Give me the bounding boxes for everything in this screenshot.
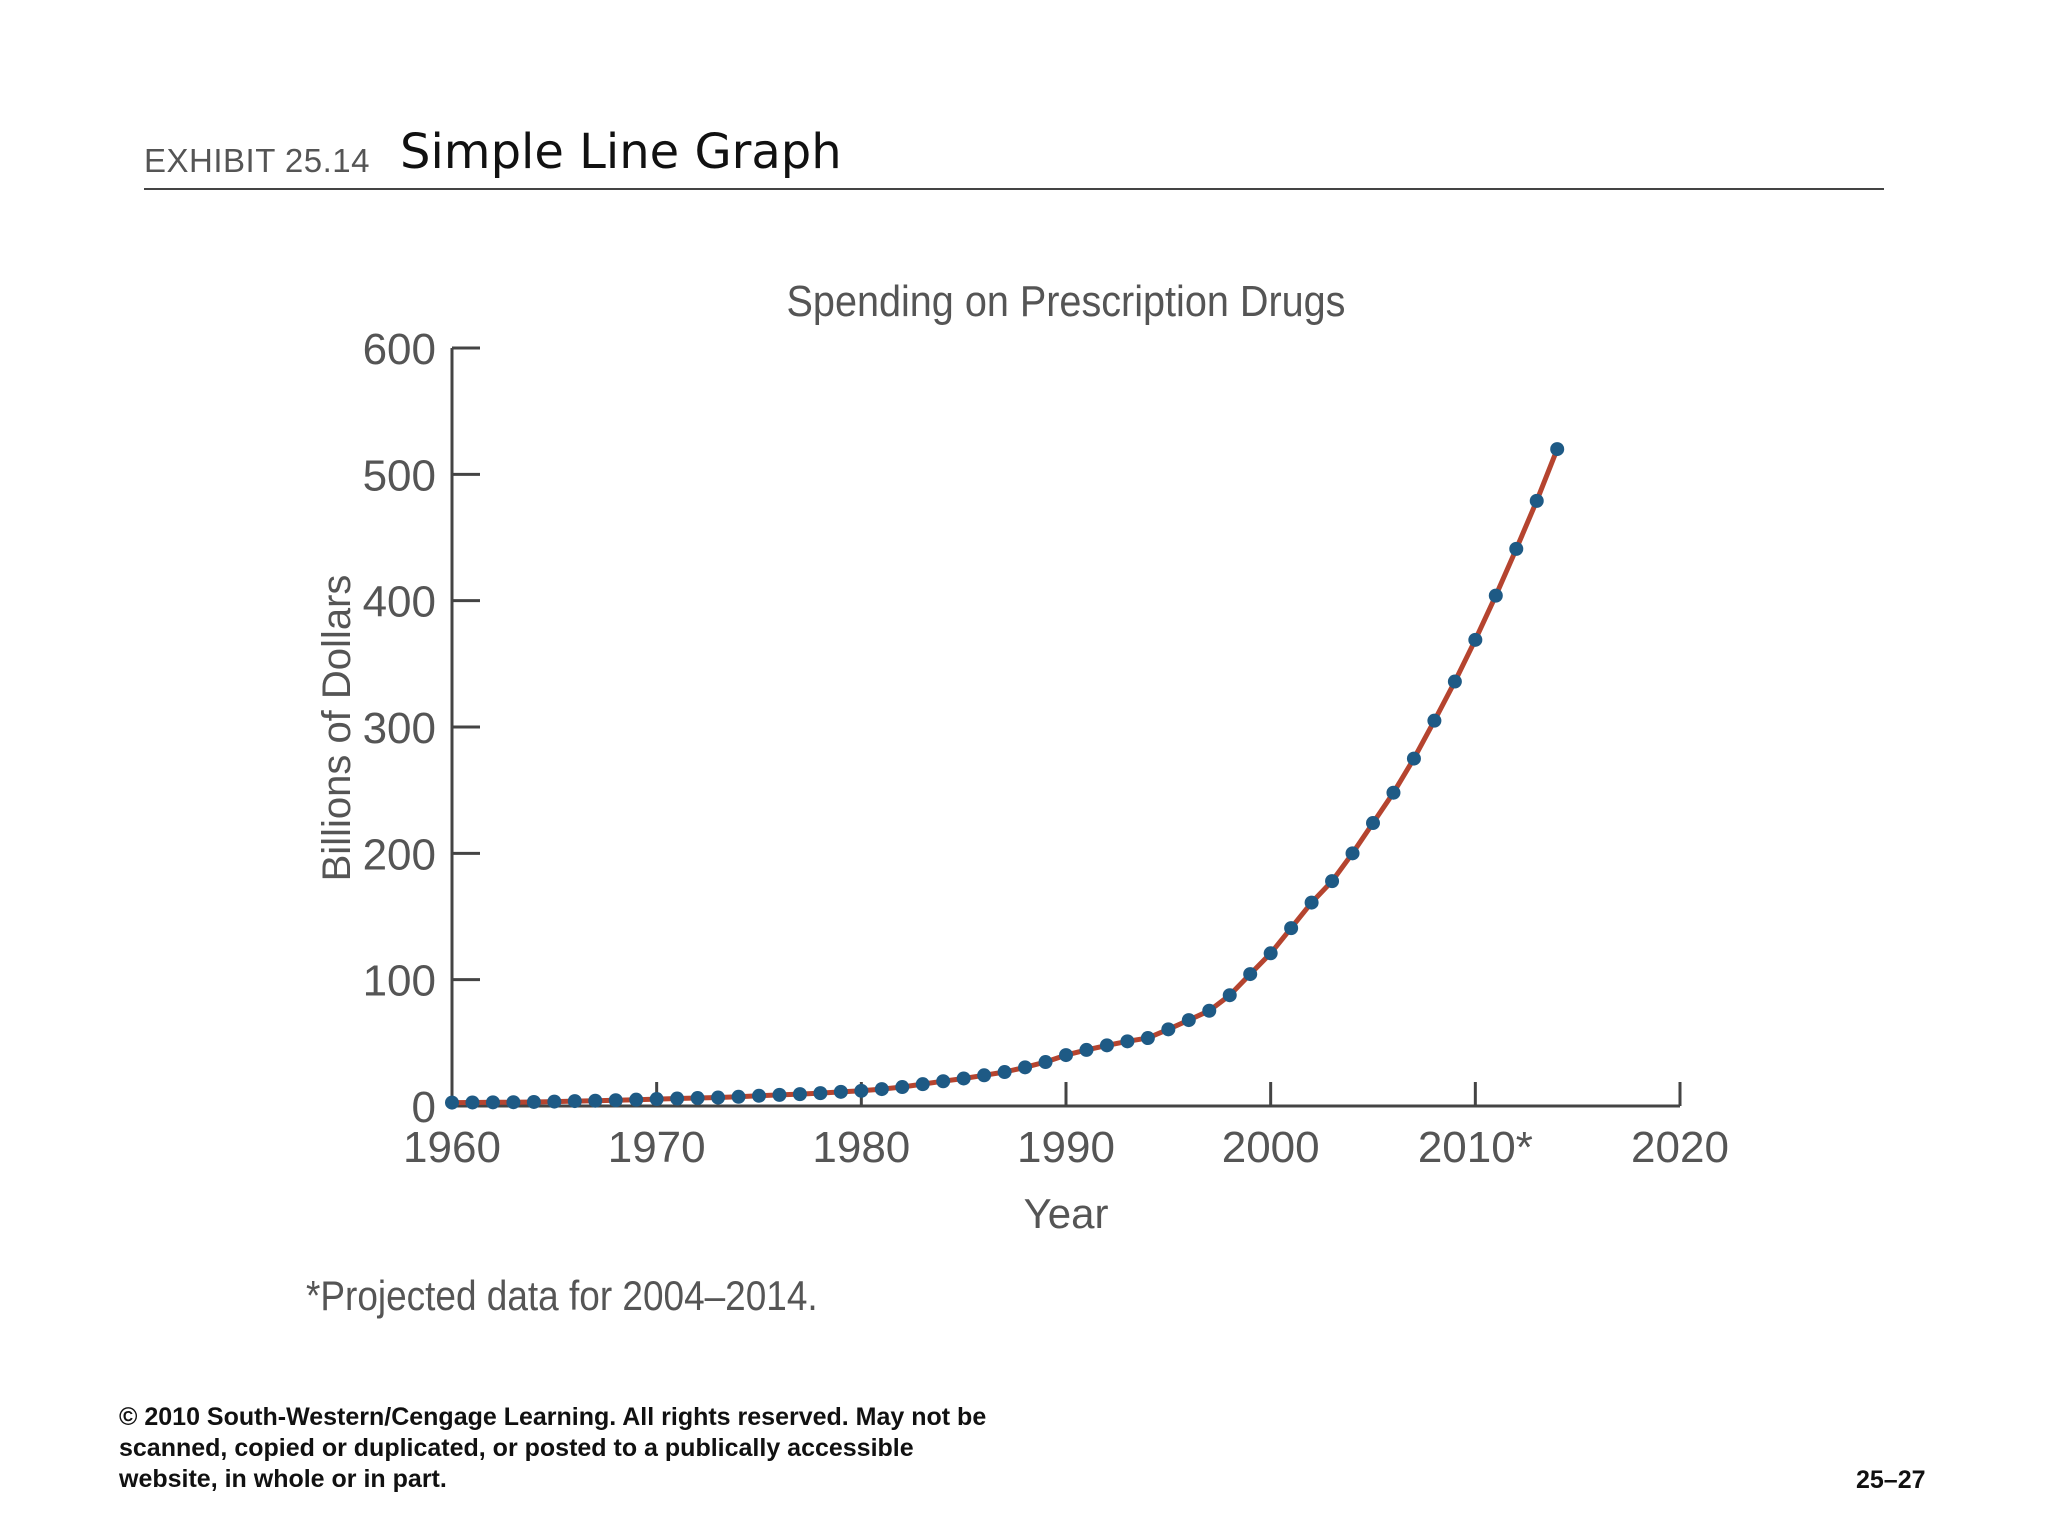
- data-point: [485, 1095, 500, 1110]
- header-rule: [144, 188, 1884, 190]
- data-point: [977, 1068, 992, 1083]
- data-point: [526, 1094, 541, 1109]
- data-point: [1550, 442, 1565, 457]
- data-point: [465, 1095, 480, 1110]
- x-tick-label: 1980: [812, 1123, 910, 1172]
- data-point: [1488, 588, 1503, 603]
- copyright-line: scanned, copied or duplicated, or posted…: [119, 1434, 914, 1462]
- data-point: [1140, 1031, 1155, 1046]
- data-point: [608, 1093, 623, 1108]
- data-point: [895, 1080, 910, 1095]
- data-point: [1447, 674, 1462, 689]
- x-tick-label: 2000: [1222, 1123, 1320, 1172]
- chart-footnote: *Projected data for 2004–2014.: [306, 1272, 818, 1319]
- y-axis-label: Billions of Dollars: [315, 575, 359, 882]
- data-point: [1181, 1013, 1196, 1028]
- x-tick-label: 1960: [403, 1123, 501, 1172]
- chart-series: [445, 442, 1565, 1110]
- data-point: [1263, 946, 1278, 961]
- exhibit-title: Simple Line Graph: [400, 124, 842, 180]
- data-point: [1018, 1060, 1033, 1075]
- data-point: [1222, 988, 1237, 1003]
- data-point: [772, 1087, 787, 1102]
- data-point: [1427, 713, 1442, 728]
- data-point: [547, 1094, 562, 1109]
- copyright-line: © 2010 South-Western/Cengage Learning. A…: [119, 1403, 987, 1431]
- data-point: [833, 1084, 848, 1099]
- data-point: [1386, 785, 1401, 800]
- exhibit-header: EXHIBIT 25.14 Simple Line Graph: [144, 118, 1884, 188]
- data-point: [1304, 895, 1319, 910]
- y-tick-label: 0: [412, 1083, 436, 1132]
- copyright-notice: © 2010 South-Western/Cengage Learning. A…: [119, 1402, 1119, 1495]
- exhibit-label: EXHIBIT 25.14: [144, 142, 371, 179]
- copyright-line: website, in whole or in part.: [119, 1465, 447, 1493]
- chart-axes: [450, 348, 1680, 1108]
- x-tick-label: 2010*: [1418, 1123, 1533, 1172]
- data-point: [629, 1092, 644, 1107]
- data-point: [792, 1087, 807, 1102]
- data-point: [567, 1094, 582, 1109]
- data-point: [1509, 541, 1524, 556]
- series-line: [451, 448, 1560, 1106]
- data-point: [690, 1091, 705, 1106]
- data-point: [1120, 1034, 1135, 1049]
- data-point: [997, 1065, 1012, 1080]
- data-point: [1099, 1038, 1114, 1053]
- y-tick-label: 400: [363, 578, 436, 627]
- data-point: [1059, 1048, 1073, 1063]
- data-point: [874, 1082, 889, 1097]
- chart-title: Spending on Prescription Drugs: [787, 276, 1346, 325]
- data-point: [1468, 632, 1483, 647]
- y-tick-label: 500: [363, 451, 436, 500]
- data-point: [506, 1095, 521, 1110]
- x-tick-label: 1970: [608, 1123, 706, 1172]
- data-point: [1161, 1022, 1176, 1037]
- data-point: [1325, 874, 1340, 889]
- data-point: [752, 1088, 766, 1103]
- data-point: [588, 1093, 603, 1108]
- data-point: [731, 1089, 746, 1104]
- chart-ticks: 0 100 200 300 400 500 600 1960 1970 1980 1990 2000 2…: [363, 325, 1729, 1172]
- data-point: [1243, 967, 1258, 982]
- data-point: [1406, 751, 1421, 766]
- data-point: [1079, 1042, 1094, 1057]
- x-tick-label: 2020: [1631, 1123, 1729, 1172]
- data-point: [813, 1086, 828, 1101]
- data-point: [936, 1074, 951, 1089]
- y-tick-label: 200: [363, 830, 436, 879]
- data-point: [1284, 921, 1299, 936]
- x-axis-label: Year: [1024, 1190, 1109, 1237]
- data-point: [711, 1090, 726, 1105]
- data-point: [445, 1095, 459, 1110]
- data-point: [1038, 1055, 1053, 1070]
- data-point: [1202, 1003, 1217, 1018]
- data-point: [649, 1092, 664, 1107]
- y-tick-label: 100: [363, 957, 436, 1006]
- data-point: [1366, 816, 1380, 831]
- data-point: [1529, 493, 1544, 508]
- x-tick-label: 1990: [1017, 1123, 1115, 1172]
- data-point: [1345, 846, 1360, 861]
- data-point: [956, 1071, 971, 1086]
- data-point: [915, 1077, 930, 1092]
- y-tick-label: 300: [363, 704, 436, 753]
- y-tick-label: 600: [363, 325, 436, 374]
- page-number: 25–27: [1856, 1466, 1926, 1494]
- data-point: [670, 1091, 685, 1106]
- data-point: [854, 1083, 869, 1098]
